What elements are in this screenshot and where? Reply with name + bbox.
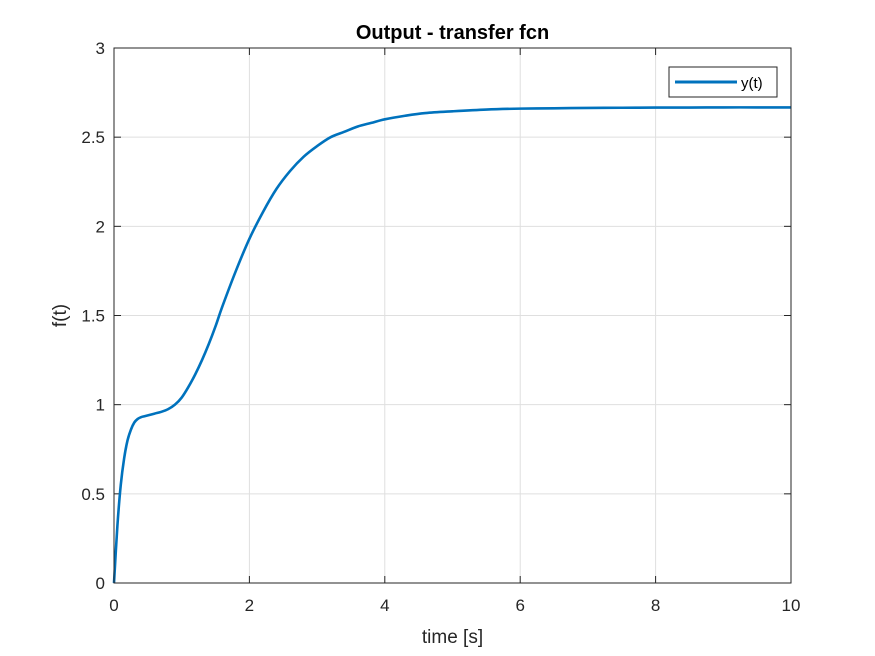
series-line-1 <box>112 106 791 584</box>
y-tick-label: 2 <box>96 217 105 236</box>
chart-title: Output - transfer fcn <box>356 22 549 44</box>
x-axis-label: time [s] <box>422 627 483 648</box>
y-tick-label: 1.5 <box>81 307 105 326</box>
y-axis-label: f(t) <box>50 304 71 327</box>
x-tick-label: 4 <box>380 596 389 615</box>
series-layer <box>112 106 791 584</box>
y-tick-labels: 0 0.5 1 1.5 2 2.5 3 <box>81 39 105 593</box>
y-tick-label: 2.5 <box>81 128 105 147</box>
plot-border <box>113 47 792 584</box>
y-tick-label: 3 <box>96 39 105 58</box>
legend: y(t) <box>668 66 778 98</box>
x-tick-label: 2 <box>245 596 254 615</box>
y-tick-label: 0 <box>96 574 105 593</box>
x-tick-label: 0 <box>109 596 118 615</box>
x-tick-labels: 0 2 4 6 8 10 <box>109 596 800 615</box>
x-tick-label: 6 <box>515 596 524 615</box>
x-tick-label: 10 <box>782 596 801 615</box>
y-tick-label: 0.5 <box>81 485 105 504</box>
x-tick-label: 8 <box>651 596 660 615</box>
grid <box>114 48 791 583</box>
y-tick-label: 1 <box>96 396 105 415</box>
legend-label-y-t: y(t) <box>741 75 763 92</box>
